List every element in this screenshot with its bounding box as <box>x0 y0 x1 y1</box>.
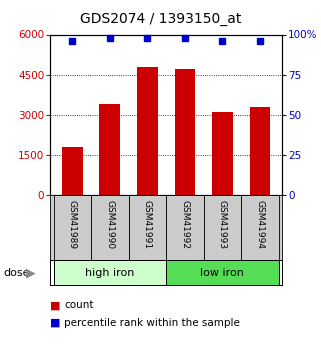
Text: low iron: low iron <box>201 268 244 277</box>
Bar <box>54 195 91 260</box>
Bar <box>204 195 241 260</box>
Text: GSM41990: GSM41990 <box>105 200 114 249</box>
Bar <box>91 195 129 260</box>
Text: ▶: ▶ <box>26 266 35 279</box>
Bar <box>175 69 195 195</box>
Text: high iron: high iron <box>85 268 134 277</box>
Bar <box>100 104 120 195</box>
Bar <box>137 67 158 195</box>
Text: dose: dose <box>3 268 30 277</box>
Text: GSM41991: GSM41991 <box>143 200 152 249</box>
Text: GSM41989: GSM41989 <box>68 200 77 249</box>
Bar <box>241 195 279 260</box>
Bar <box>166 195 204 260</box>
Bar <box>250 107 270 195</box>
Text: GSM41992: GSM41992 <box>180 200 189 249</box>
Bar <box>62 147 82 195</box>
Text: ■: ■ <box>50 318 60 327</box>
Text: ■: ■ <box>50 300 60 310</box>
Text: GSM41994: GSM41994 <box>256 200 265 249</box>
Text: GDS2074 / 1393150_at: GDS2074 / 1393150_at <box>80 12 241 26</box>
Bar <box>54 260 166 285</box>
Text: GSM41993: GSM41993 <box>218 200 227 249</box>
Bar <box>212 112 233 195</box>
Bar <box>166 260 279 285</box>
Text: percentile rank within the sample: percentile rank within the sample <box>64 318 240 327</box>
Text: count: count <box>64 300 94 310</box>
Bar <box>129 195 166 260</box>
